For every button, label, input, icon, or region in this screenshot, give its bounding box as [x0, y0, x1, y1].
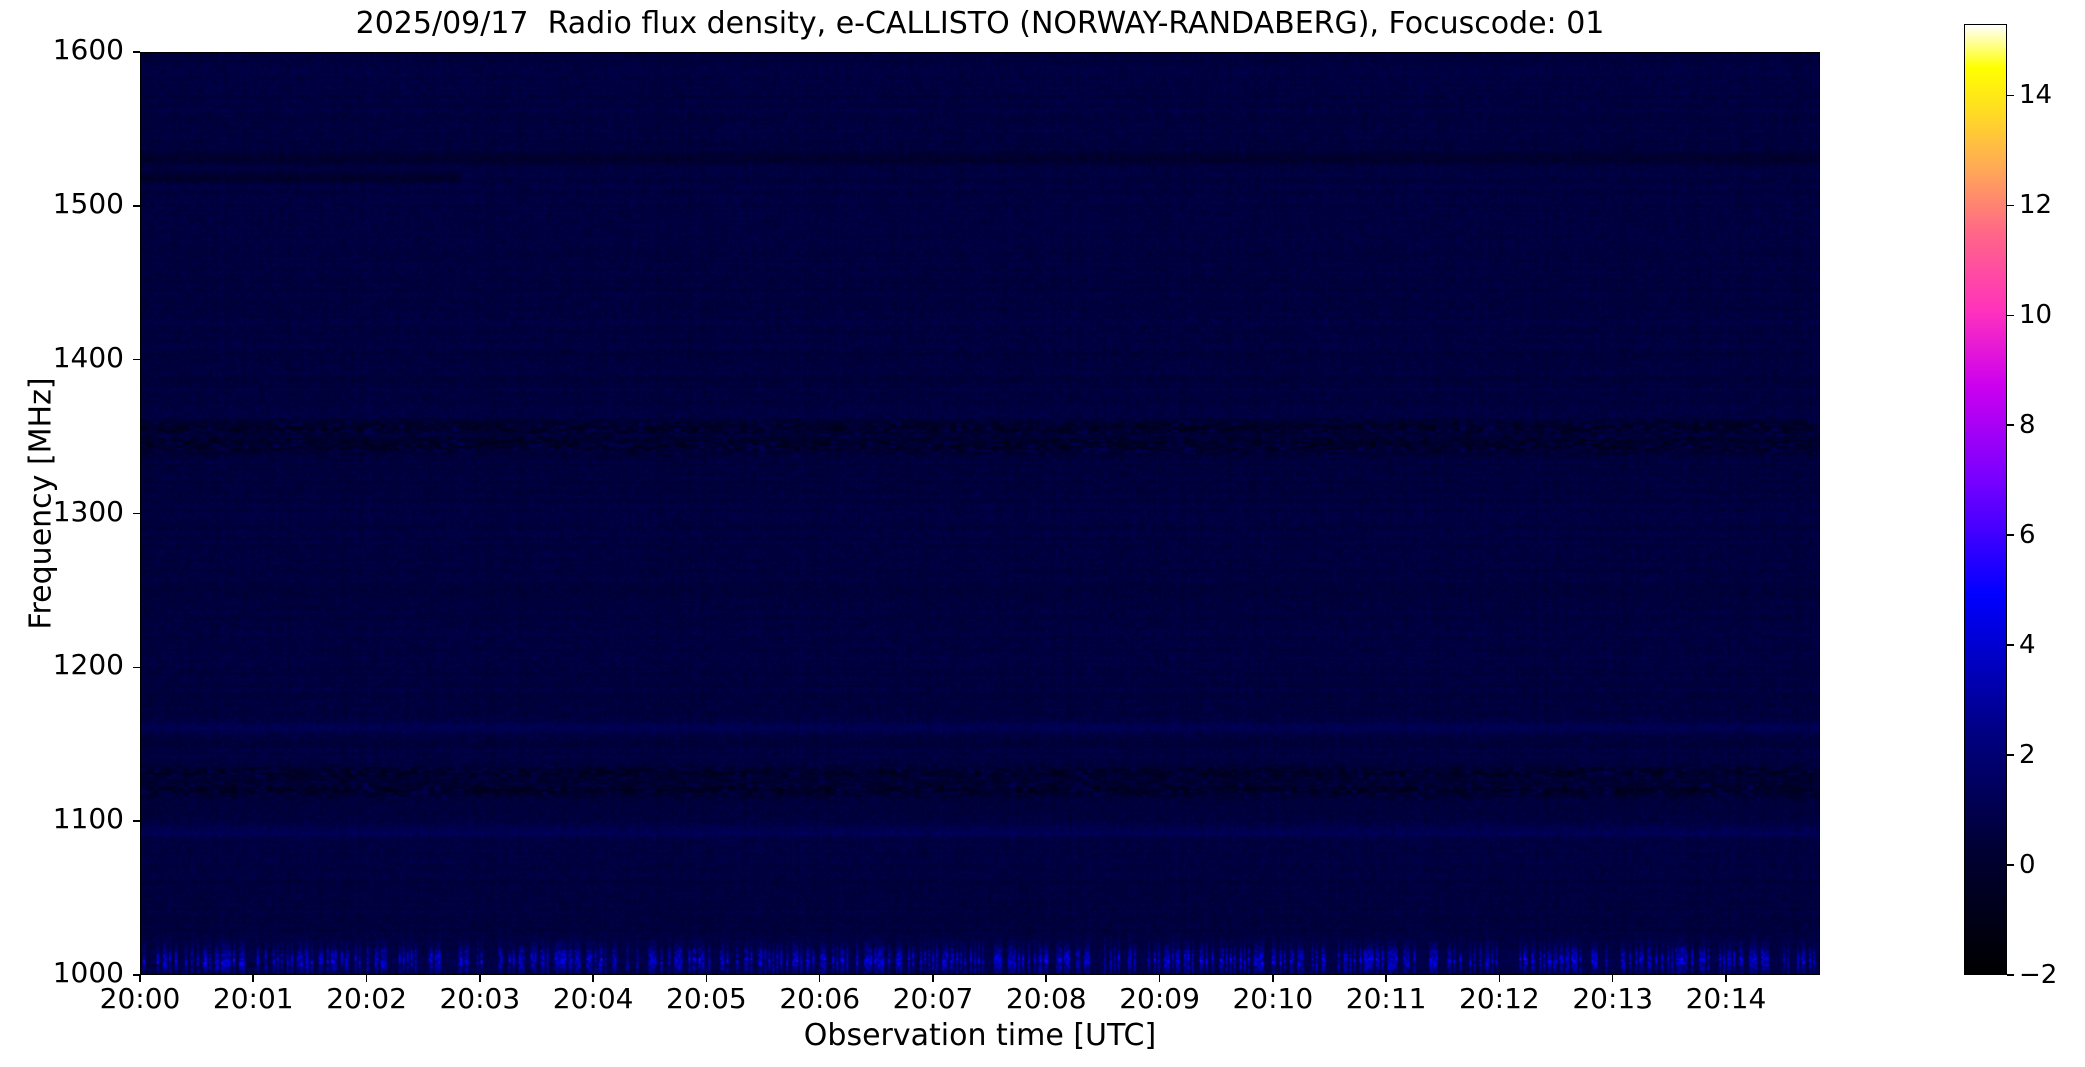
x-tick-mark: [1725, 975, 1727, 982]
y-tick-label: 1200: [52, 648, 124, 682]
y-tick-mark: [133, 205, 140, 207]
x-tick-label: 20:02: [326, 982, 407, 1015]
x-tick-label: 20:14: [1685, 982, 1767, 1015]
x-tick-mark: [705, 975, 708, 982]
y-tick-mark: [133, 820, 140, 822]
x-tick-label: 20:12: [1459, 982, 1540, 1015]
colorbar-tick-label: 6: [2019, 520, 2036, 551]
y-tick-mark: [133, 358, 140, 361]
x-tick-mark: [1045, 975, 1048, 982]
y-tick-mark: [133, 666, 140, 669]
x-tick-label: 20:11: [1345, 982, 1427, 1015]
x-tick-label: 20:07: [892, 982, 974, 1015]
x-tick-label: 20:13: [1572, 982, 1654, 1015]
x-tick-label: 20:06: [779, 982, 861, 1015]
x-tick-mark: [1385, 975, 1387, 982]
y-tick-label: 1000: [52, 956, 124, 989]
x-tick-mark: [139, 975, 141, 982]
x-tick-label: 20:08: [1005, 982, 1087, 1015]
x-tick-label: 20:04: [552, 982, 634, 1015]
colorbar-tick-mark: [2007, 754, 2014, 756]
y-tick-label: 1400: [52, 340, 124, 374]
y-tick-label: 1600: [52, 33, 124, 66]
x-tick-label: 20:01: [212, 982, 294, 1015]
x-tick-mark: [365, 975, 368, 982]
y-tick-label: 1100: [52, 802, 124, 836]
y-tick-label: 1500: [52, 186, 124, 220]
colorbar-tick-mark: [2007, 974, 2014, 976]
colorbar-tick-mark: [2007, 314, 2014, 317]
x-tick-mark: [818, 975, 821, 982]
x-axis-label: Observation time [UTC]: [803, 1018, 1157, 1053]
x-tick-mark: [252, 975, 255, 982]
x-tick-label: 20:03: [439, 982, 521, 1015]
colorbar-tick-label: 4: [2019, 630, 2036, 661]
colorbar-tick-label: 2: [2019, 740, 2036, 771]
x-tick-label: 20:05: [666, 982, 747, 1015]
y-tick-mark: [133, 974, 140, 976]
colorbar-tick-mark: [2007, 644, 2014, 646]
colorbar-tick-label: 10: [2019, 300, 2053, 331]
x-tick-mark: [479, 975, 481, 982]
x-tick-label: 20:09: [1119, 982, 1200, 1015]
colorbar-tick-mark: [2007, 534, 2014, 537]
colorbar-tick-label: 8: [2019, 410, 2036, 441]
x-tick-mark: [1611, 975, 1614, 982]
x-tick-mark: [1272, 975, 1274, 982]
x-tick-label: 20:10: [1232, 982, 1314, 1015]
y-tick-mark: [133, 512, 140, 515]
spectrogram-axes[interactable]: [140, 52, 1820, 975]
colorbar-tick-label: −2: [2019, 960, 2058, 990]
x-tick-label: 20:00: [99, 982, 181, 1015]
colorbar-gradient: [1964, 24, 2007, 975]
colorbar-tick-mark: [2007, 204, 2014, 207]
y-tick-mark: [133, 51, 140, 53]
y-tick-label: 1300: [52, 494, 124, 528]
colorbar-tick-label: 14: [2019, 80, 2053, 111]
colorbar[interactable]: [1964, 24, 2007, 975]
x-tick-mark: [1498, 975, 1501, 982]
x-tick-mark: [1158, 975, 1161, 982]
colorbar-tick-mark: [2007, 424, 2014, 427]
page-title: 2025/09/17 Radio flux density, e-CALLIST…: [355, 6, 1605, 41]
colorbar-tick-label: 12: [2019, 190, 2053, 221]
spectrogram-image[interactable]: [141, 53, 1819, 974]
colorbar-tick-label: 0: [2019, 850, 2036, 881]
x-tick-mark: [932, 975, 934, 982]
x-tick-mark: [592, 975, 594, 982]
colorbar-tick-mark: [2007, 94, 2014, 97]
colorbar-tick-mark: [2007, 864, 2014, 866]
